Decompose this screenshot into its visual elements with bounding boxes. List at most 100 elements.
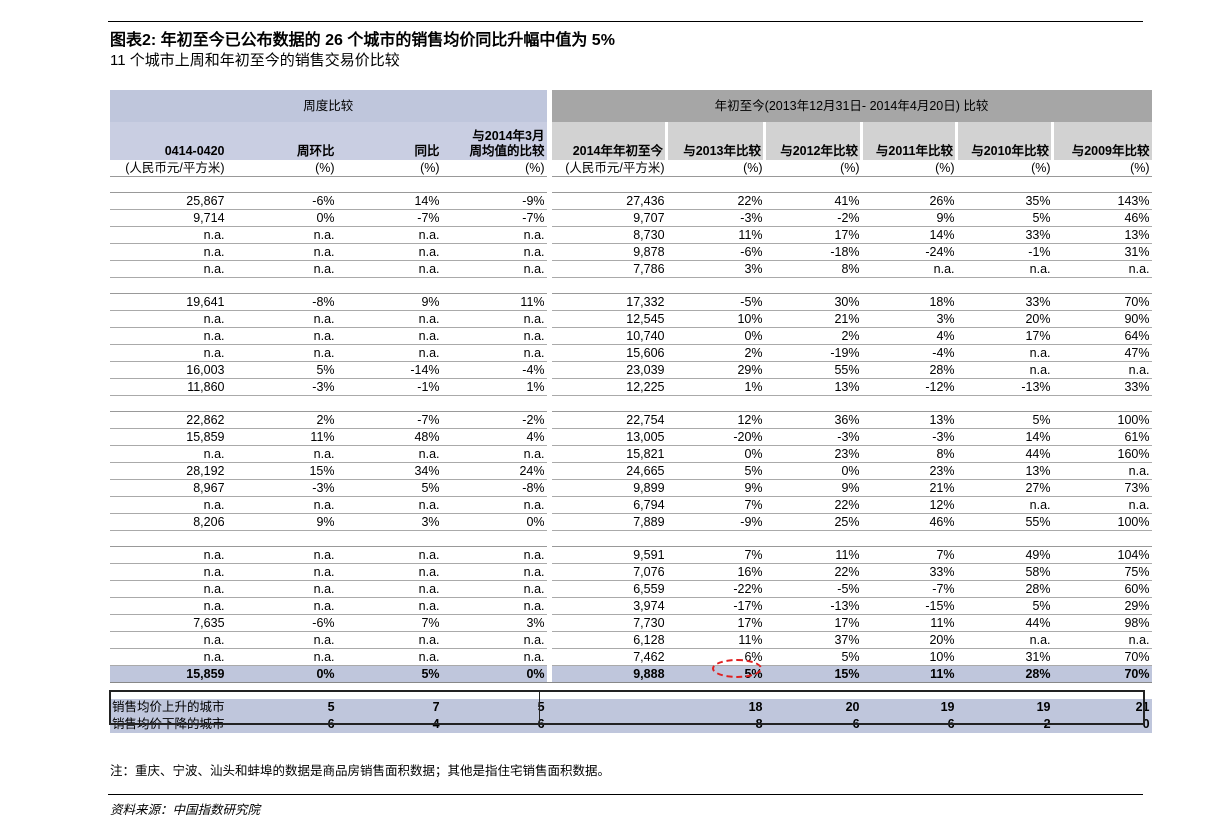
gap (546, 243, 552, 261)
cell: n.a. (226, 243, 337, 262)
cell: -5% (764, 580, 862, 599)
cell: n.a. (441, 260, 547, 279)
spacer-row (110, 176, 1152, 194)
summary-value: 6 (441, 715, 547, 733)
cell: 22% (764, 496, 862, 515)
cell: n.a. (441, 344, 547, 363)
column-header: 与2011年比较 (860, 122, 957, 160)
cell: 25% (764, 513, 862, 532)
cell: 100% (1052, 513, 1152, 532)
cell: 8,206 (110, 513, 227, 532)
table-row: n.a. n.a. n.a. n.a. 6,128 11% 37% 20% n.a. n.a. (110, 631, 1152, 650)
column-header: 0414-0420 (110, 122, 227, 160)
cell: 55% (764, 361, 862, 380)
cell: -13% (956, 378, 1053, 397)
cell: 17,332 (551, 293, 667, 312)
cell: 22,862 (110, 411, 227, 430)
gap (546, 260, 552, 278)
cell: 33% (1052, 378, 1152, 397)
cell: 55% (956, 513, 1053, 532)
cell: 160% (1052, 445, 1152, 464)
cell: 33% (861, 563, 957, 582)
cell: 5% (226, 361, 337, 380)
cell: 12% (666, 411, 765, 430)
column-header: 同比 (336, 122, 442, 160)
cell: 8,730 (551, 226, 667, 245)
column-header-label: 与2013年比较 (683, 144, 762, 158)
gap (546, 209, 552, 227)
cell: 15,821 (551, 445, 667, 464)
cell: 13% (956, 462, 1053, 481)
cell: -15% (861, 597, 957, 616)
cell: 104% (1052, 546, 1152, 565)
cell: 11% (861, 614, 957, 633)
cell: n.a. (110, 327, 227, 346)
column-header-label: 周环比 (297, 144, 335, 158)
cell: -3% (226, 378, 337, 397)
cell: 64% (1052, 327, 1152, 346)
cell: n.a. (336, 648, 442, 667)
cell: -7% (336, 411, 442, 430)
cell: -4% (861, 344, 957, 363)
cell: -7% (336, 209, 442, 228)
column-header-row: 0414-0420 周环比 同比 与2014年3月 周均值的比较 2014年年初至今 与2… (110, 122, 1152, 160)
cell: -9% (666, 513, 765, 532)
highlight-circle (712, 659, 762, 678)
cell: 2% (666, 344, 765, 363)
cell: -18% (764, 243, 862, 262)
cell: n.a. (1052, 260, 1152, 279)
cell: -14% (336, 361, 442, 380)
cell: 31% (956, 648, 1053, 667)
cell: -24% (861, 243, 957, 262)
gap (546, 648, 552, 666)
gap (546, 563, 552, 581)
median-cell: 28% (956, 665, 1053, 684)
cell: n.a. (110, 648, 227, 667)
cell: 2% (226, 411, 337, 430)
gap (546, 513, 552, 531)
cell: n.a. (110, 226, 227, 245)
gap (546, 597, 552, 615)
cell: n.a. (226, 344, 337, 363)
gap (546, 496, 552, 514)
spacer-row (110, 530, 1152, 548)
cell: n.a. (226, 327, 337, 346)
cell: 13% (861, 411, 957, 430)
cell: 11% (666, 631, 765, 650)
gap (546, 580, 552, 598)
cell: 61% (1052, 428, 1152, 447)
gap (546, 378, 552, 396)
cell: n.a. (336, 243, 442, 262)
table-row: n.a. n.a. n.a. n.a. 9,878 -6% -18% -24% -1% 31% (110, 243, 1152, 262)
cell: n.a. (1052, 496, 1152, 515)
cell: 17% (764, 614, 862, 633)
median-cell: 15,859 (110, 665, 227, 684)
cell: 24% (441, 462, 547, 481)
cell: n.a. (110, 597, 227, 616)
gap (546, 310, 552, 328)
gap (546, 344, 552, 362)
cell: 9,899 (551, 479, 667, 498)
cell: n.a. (226, 496, 337, 515)
summary-value: 19 (956, 698, 1053, 716)
gap (546, 479, 552, 497)
cell: 11% (666, 226, 765, 245)
cell: 9,878 (551, 243, 667, 262)
cell: 21% (764, 310, 862, 329)
cell: 9% (764, 479, 862, 498)
gap (546, 698, 552, 716)
cell: 7% (336, 614, 442, 633)
cell: 12% (861, 496, 957, 515)
cell: 6,794 (551, 496, 667, 515)
cell: 29% (1052, 597, 1152, 616)
cell: 0% (441, 513, 547, 532)
cell: 5% (336, 479, 442, 498)
cell: 58% (956, 563, 1053, 582)
cell: 0% (226, 209, 337, 228)
cell: 90% (1052, 310, 1152, 329)
cell: n.a. (441, 226, 547, 245)
cell: 3% (666, 260, 765, 279)
cell: n.a. (956, 496, 1053, 515)
median-cell: 0% (441, 665, 547, 684)
summary-value: 5 (226, 698, 337, 716)
